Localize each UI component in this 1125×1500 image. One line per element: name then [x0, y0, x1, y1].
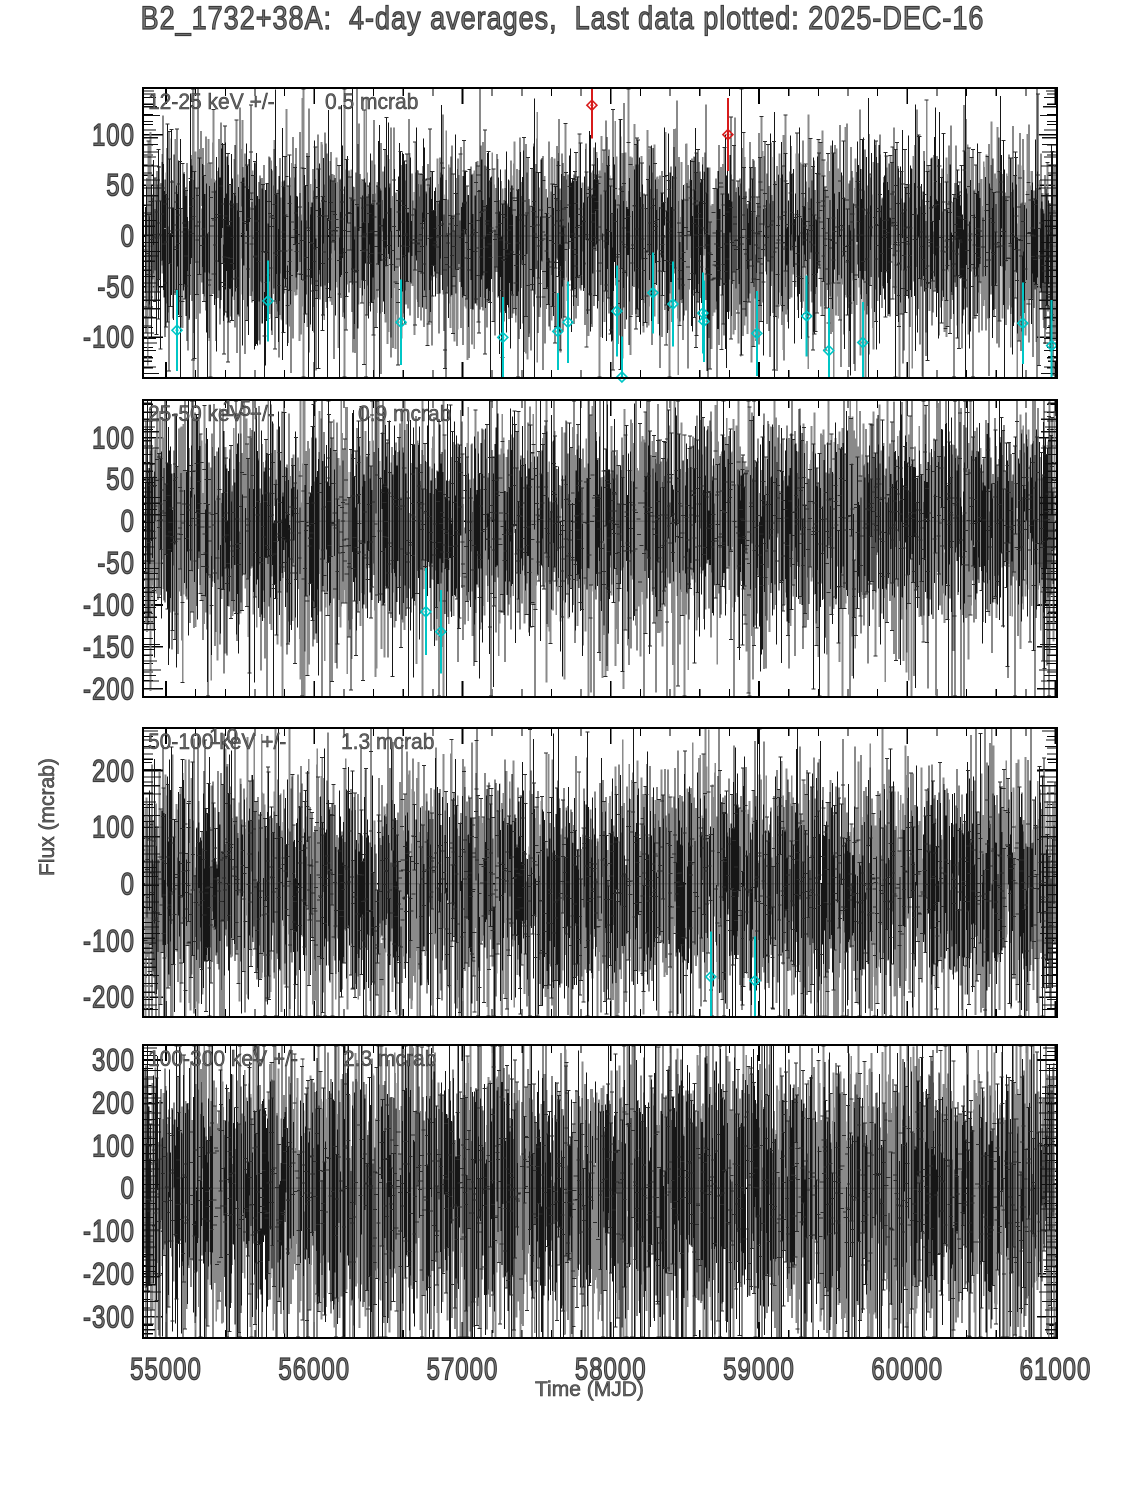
panel-band-label: 50-100 keV +/- [148, 730, 287, 755]
plot-marks [170, 324, 184, 337]
y-tick-label: -300 [82, 1299, 135, 1335]
y-tick-label: -100 [82, 320, 135, 356]
plot-marks [697, 315, 711, 328]
panel-stray-label: 1 [252, 1042, 264, 1067]
panel-band-label: 25-50 keV +/- [148, 402, 275, 427]
plot-marks [144, 730, 1056, 1011]
y-tick-label: -200 [82, 980, 135, 1016]
y-tick-label: 200 [91, 1085, 135, 1121]
panel-stray-label: 1.0 [209, 725, 239, 750]
panel-stray-label: 1.5 [222, 397, 252, 422]
x-tick-label: 61000 [1019, 1351, 1092, 1388]
plot-marks [822, 344, 835, 357]
x-tick-label: 56000 [278, 1351, 351, 1388]
plot-marks [666, 297, 680, 311]
x-tick-label: 59000 [723, 1351, 795, 1388]
plot-marks [141, 86, 1059, 380]
plot-marks [434, 625, 447, 638]
plot-marks [419, 605, 433, 618]
plot-marks [144, 402, 1056, 690]
y-tick-label: 50 [106, 462, 135, 498]
plot-marks [585, 99, 599, 112]
plot-marks [144, 729, 1056, 1016]
plot-marks [750, 327, 763, 340]
y-tick-label: -50 [97, 269, 135, 305]
plot-marks [394, 316, 408, 329]
y-tick-label: 100 [91, 1128, 135, 1164]
plot-marks [143, 400, 1057, 697]
plot-marks [748, 974, 762, 987]
y-tick-label: 0 [120, 218, 135, 255]
panel-error-label: 0.5 mcrab [325, 90, 419, 115]
y-tick-label: 0 [120, 1171, 135, 1207]
x-tick-label: 58000 [574, 1351, 647, 1388]
y-tick-label: 100 [91, 810, 135, 846]
x-tick-label: 60000 [871, 1351, 944, 1388]
plot-marks [704, 970, 717, 983]
plot-marks [721, 128, 735, 141]
plot-marks [144, 1047, 1056, 1331]
panel-band-label: 12-25 keV +/- [148, 90, 275, 115]
panel-band-label: 100-300 keV +/- [148, 1047, 299, 1072]
y-tick-label: 50 [106, 168, 135, 204]
plot-marks [144, 90, 1056, 374]
plot-marks [1016, 317, 1029, 330]
y-tick-label: 0 [120, 504, 135, 540]
y-tick-label: -100 [82, 923, 135, 959]
y-tick-label: -200 [82, 671, 135, 707]
plot-marks [856, 336, 869, 349]
plot-marks [141, 398, 1059, 699]
plot-marks [1045, 339, 1058, 352]
y-tick-label: -150 [82, 629, 135, 665]
y-tick-label: 300 [91, 1042, 135, 1079]
x-tick-label: 55000 [130, 1351, 202, 1388]
y-tick-label: -100 [82, 587, 135, 624]
panel-error-label: 2.3 mcrab [343, 1047, 437, 1072]
y-tick-label: 100 [91, 117, 135, 153]
y-tick-label: 200 [91, 753, 135, 789]
plot-marks [800, 309, 813, 323]
y-tick-label: 100 [91, 420, 135, 456]
plot-marks [610, 304, 623, 318]
plot-marks [551, 325, 564, 338]
plot-marks [496, 331, 509, 344]
panel-error-label: 0.9 mcrab [358, 402, 452, 427]
plot-marks [646, 286, 660, 299]
plot-marks [261, 294, 275, 308]
plot-marks [141, 726, 1059, 1019]
plot-title: B2_1732+38A: 4-day averages, Last data p… [140, 0, 985, 37]
plot-marks [561, 316, 575, 329]
y-tick-label: -100 [82, 1213, 135, 1250]
y-tick-label: -50 [97, 545, 135, 582]
plot-marks [141, 1043, 1059, 1340]
panel-error-label: 1.3 mcrab [341, 730, 435, 755]
x-tick-label: 57000 [426, 1351, 499, 1388]
x-axis-label: Time (MJD) [535, 1378, 644, 1402]
y-tick-label: 0 [120, 866, 135, 902]
y-tick-label: -200 [82, 1256, 135, 1292]
plot-marks [143, 728, 1057, 1017]
